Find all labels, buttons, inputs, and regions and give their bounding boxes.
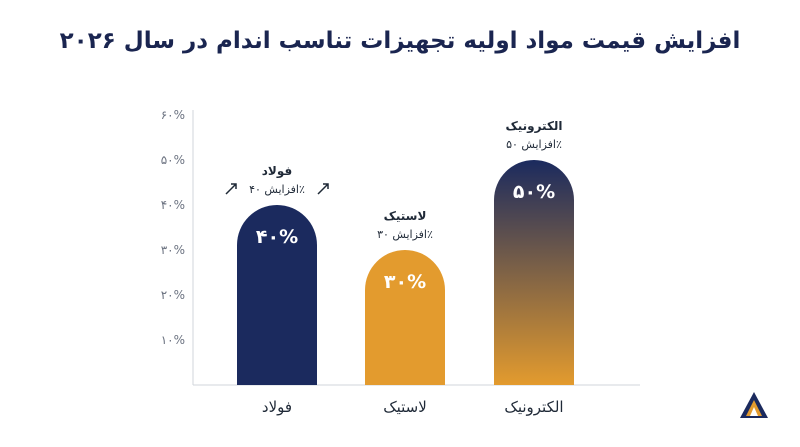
y-tick-label: ۱۰% (161, 333, 185, 347)
category-label: فولاد (262, 398, 292, 416)
annotation-sub: افزایش ۵۰٪ (506, 138, 562, 151)
y-tick-label: ۶۰% (161, 108, 185, 122)
category-label: لاستیک (383, 398, 427, 416)
bar-value-label: ۳۰% (384, 271, 426, 293)
y-tick-label: ۲۰% (161, 288, 185, 302)
annotation-name: فولاد (262, 164, 292, 179)
annotation-name: لاستیک (384, 209, 427, 223)
y-tick-label: ۵۰% (161, 153, 185, 167)
y-tick-label: ۳۰% (161, 243, 185, 257)
trend-arrow-icon (225, 183, 237, 195)
bar (237, 205, 317, 385)
annotation-name: الکترونیک (505, 119, 562, 134)
bar-value-label: ۵۰% (513, 181, 555, 203)
annotation-sub: افزایش ۳۰٪ (377, 228, 433, 241)
annotation-sub: افزایش ۴۰٪ (249, 183, 305, 196)
logo (740, 392, 768, 418)
y-tick-label: ۴۰% (161, 198, 185, 212)
category-label: الکترونیک (504, 398, 563, 416)
trend-arrow-icon (317, 183, 329, 195)
bar-value-label: ۴۰% (256, 226, 298, 248)
bar (494, 160, 574, 385)
chart-title: افزایش قیمت مواد اولیه تجهیزات تناسب اند… (59, 28, 741, 54)
bar (365, 250, 445, 385)
